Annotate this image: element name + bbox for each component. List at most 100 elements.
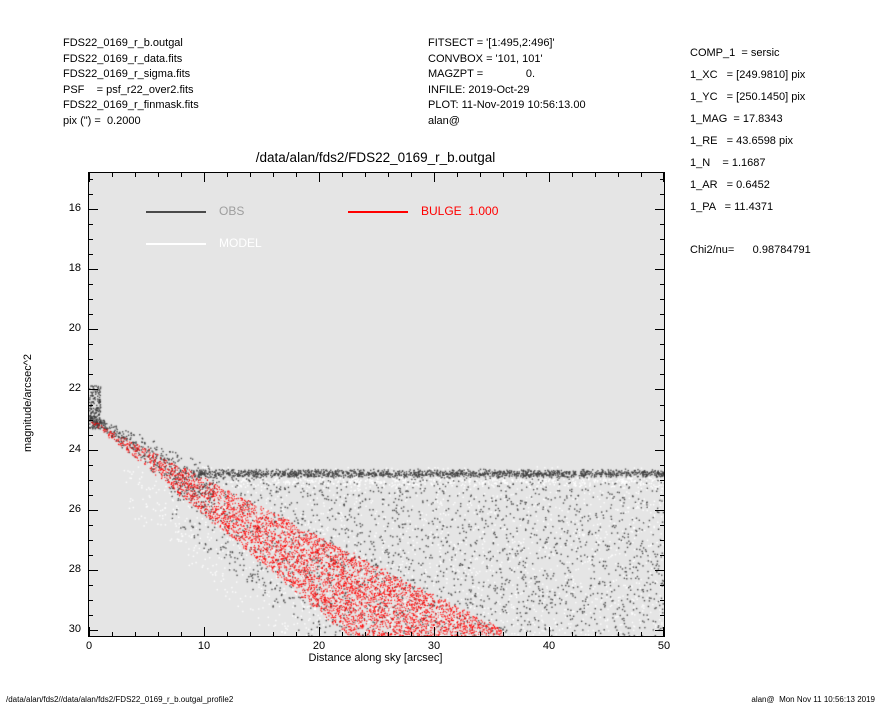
y-tick xyxy=(89,449,98,451)
text-line: FDS22_0169_r_data.fits xyxy=(63,52,183,65)
x-tick xyxy=(549,173,550,182)
x-tick xyxy=(296,632,297,636)
y-tick xyxy=(655,329,664,331)
text-line: INFILE: 2019-Oct-29 xyxy=(428,83,530,96)
x-tick xyxy=(342,632,343,636)
x-tick xyxy=(503,173,504,177)
legend-model-line xyxy=(146,243,206,245)
y-tick xyxy=(89,254,93,256)
x-tick xyxy=(89,627,90,636)
y-tick xyxy=(660,434,664,436)
y-tick-label: 28 xyxy=(68,562,81,575)
y-tick xyxy=(660,494,664,496)
x-tick xyxy=(388,173,389,177)
y-tick xyxy=(89,209,98,211)
text-line: 1_YC = [250.1450] pix xyxy=(690,91,806,103)
y-tick xyxy=(89,284,93,286)
y-tick xyxy=(660,479,664,481)
y-tick xyxy=(655,209,664,211)
y-tick xyxy=(660,554,664,556)
x-tick xyxy=(365,632,366,636)
footer-path: /data/alan/fds2//data/alan/fds2/FDS22_01… xyxy=(6,695,234,704)
x-tick xyxy=(526,173,527,177)
y-tick xyxy=(89,389,98,391)
x-tick xyxy=(641,173,642,177)
x-tick xyxy=(319,627,320,636)
x-tick xyxy=(204,173,205,182)
x-tick xyxy=(457,632,458,636)
y-tick xyxy=(660,224,664,226)
x-tick xyxy=(158,173,159,177)
text-line: alan@ xyxy=(428,114,460,127)
y-tick xyxy=(89,434,93,436)
y-tick-label: 20 xyxy=(68,322,81,335)
y-tick xyxy=(89,269,98,271)
text-line: pix (") = 0.2000 xyxy=(63,114,141,127)
y-tick xyxy=(655,389,664,391)
x-tick xyxy=(342,173,343,177)
y-tick xyxy=(89,299,93,301)
x-tick xyxy=(457,173,458,177)
y-tick xyxy=(89,329,98,331)
y-tick xyxy=(660,599,664,601)
component-params-list: COMP_1 = sersic 1_XC = [249.9810] pix 1_YC… xyxy=(690,42,811,218)
y-tick xyxy=(660,194,664,196)
y-tick xyxy=(660,179,664,180)
text-line: PSF = psf_r22_over2.fits xyxy=(63,83,194,96)
y-tick xyxy=(89,479,93,481)
legend-bulge-label: BULGE 1.000 xyxy=(421,204,499,218)
y-tick xyxy=(660,584,664,586)
y-tick xyxy=(89,239,93,241)
text-line: MAGZPT = 0. xyxy=(428,68,536,80)
y-tick xyxy=(655,629,664,631)
x-tick xyxy=(365,173,366,177)
y-tick xyxy=(89,359,93,361)
x-tick xyxy=(411,173,412,177)
x-tick xyxy=(434,627,435,636)
x-tick xyxy=(89,173,90,182)
x-tick-label: 0 xyxy=(85,640,93,652)
y-tick xyxy=(89,224,93,226)
text-line: CONVBOX = '101, 101' xyxy=(428,52,543,65)
input-files-block: FDS22_0169_r_b.outgal FDS22_0169_r_data.f… xyxy=(63,36,199,129)
x-tick xyxy=(663,627,664,636)
x-tick xyxy=(135,632,136,636)
x-tick xyxy=(595,632,596,636)
x-tick xyxy=(273,632,274,636)
x-tick xyxy=(480,173,481,177)
x-tick xyxy=(526,632,527,636)
y-tick xyxy=(655,509,664,511)
y-tick xyxy=(89,629,98,631)
x-tick xyxy=(480,632,481,636)
text-line: 1_N = 1.1687 xyxy=(690,157,766,169)
y-tick xyxy=(660,464,664,466)
x-tick xyxy=(250,632,251,636)
text-line: FDS22_0169_r_b.outgal xyxy=(63,37,183,49)
x-tick-label: 30 xyxy=(427,640,441,652)
y-tick xyxy=(89,524,93,526)
y-tick xyxy=(660,539,664,541)
y-tick xyxy=(89,464,93,466)
y-tick xyxy=(660,239,664,241)
chi2-value: Chi2/nu= 0.98784791 xyxy=(690,244,811,256)
legend-model-label: MODEL xyxy=(219,236,262,250)
y-tick xyxy=(660,404,664,406)
x-tick xyxy=(227,632,228,636)
y-tick xyxy=(89,599,93,601)
x-tick xyxy=(112,173,113,177)
y-tick xyxy=(655,449,664,451)
y-axis-label: magnitude/arcsec^2 xyxy=(22,353,34,453)
y-tick-label: 24 xyxy=(68,442,81,455)
y-tick xyxy=(89,539,93,541)
x-tick xyxy=(296,173,297,177)
y-tick xyxy=(89,509,98,511)
y-tick xyxy=(660,344,664,346)
y-tick-label: 30 xyxy=(68,622,81,635)
x-tick xyxy=(549,627,550,636)
y-tick xyxy=(660,419,664,421)
x-tick xyxy=(181,632,182,636)
x-tick xyxy=(181,173,182,177)
x-tick xyxy=(388,632,389,636)
x-tick xyxy=(572,632,573,636)
scatter-canvas xyxy=(89,173,664,636)
